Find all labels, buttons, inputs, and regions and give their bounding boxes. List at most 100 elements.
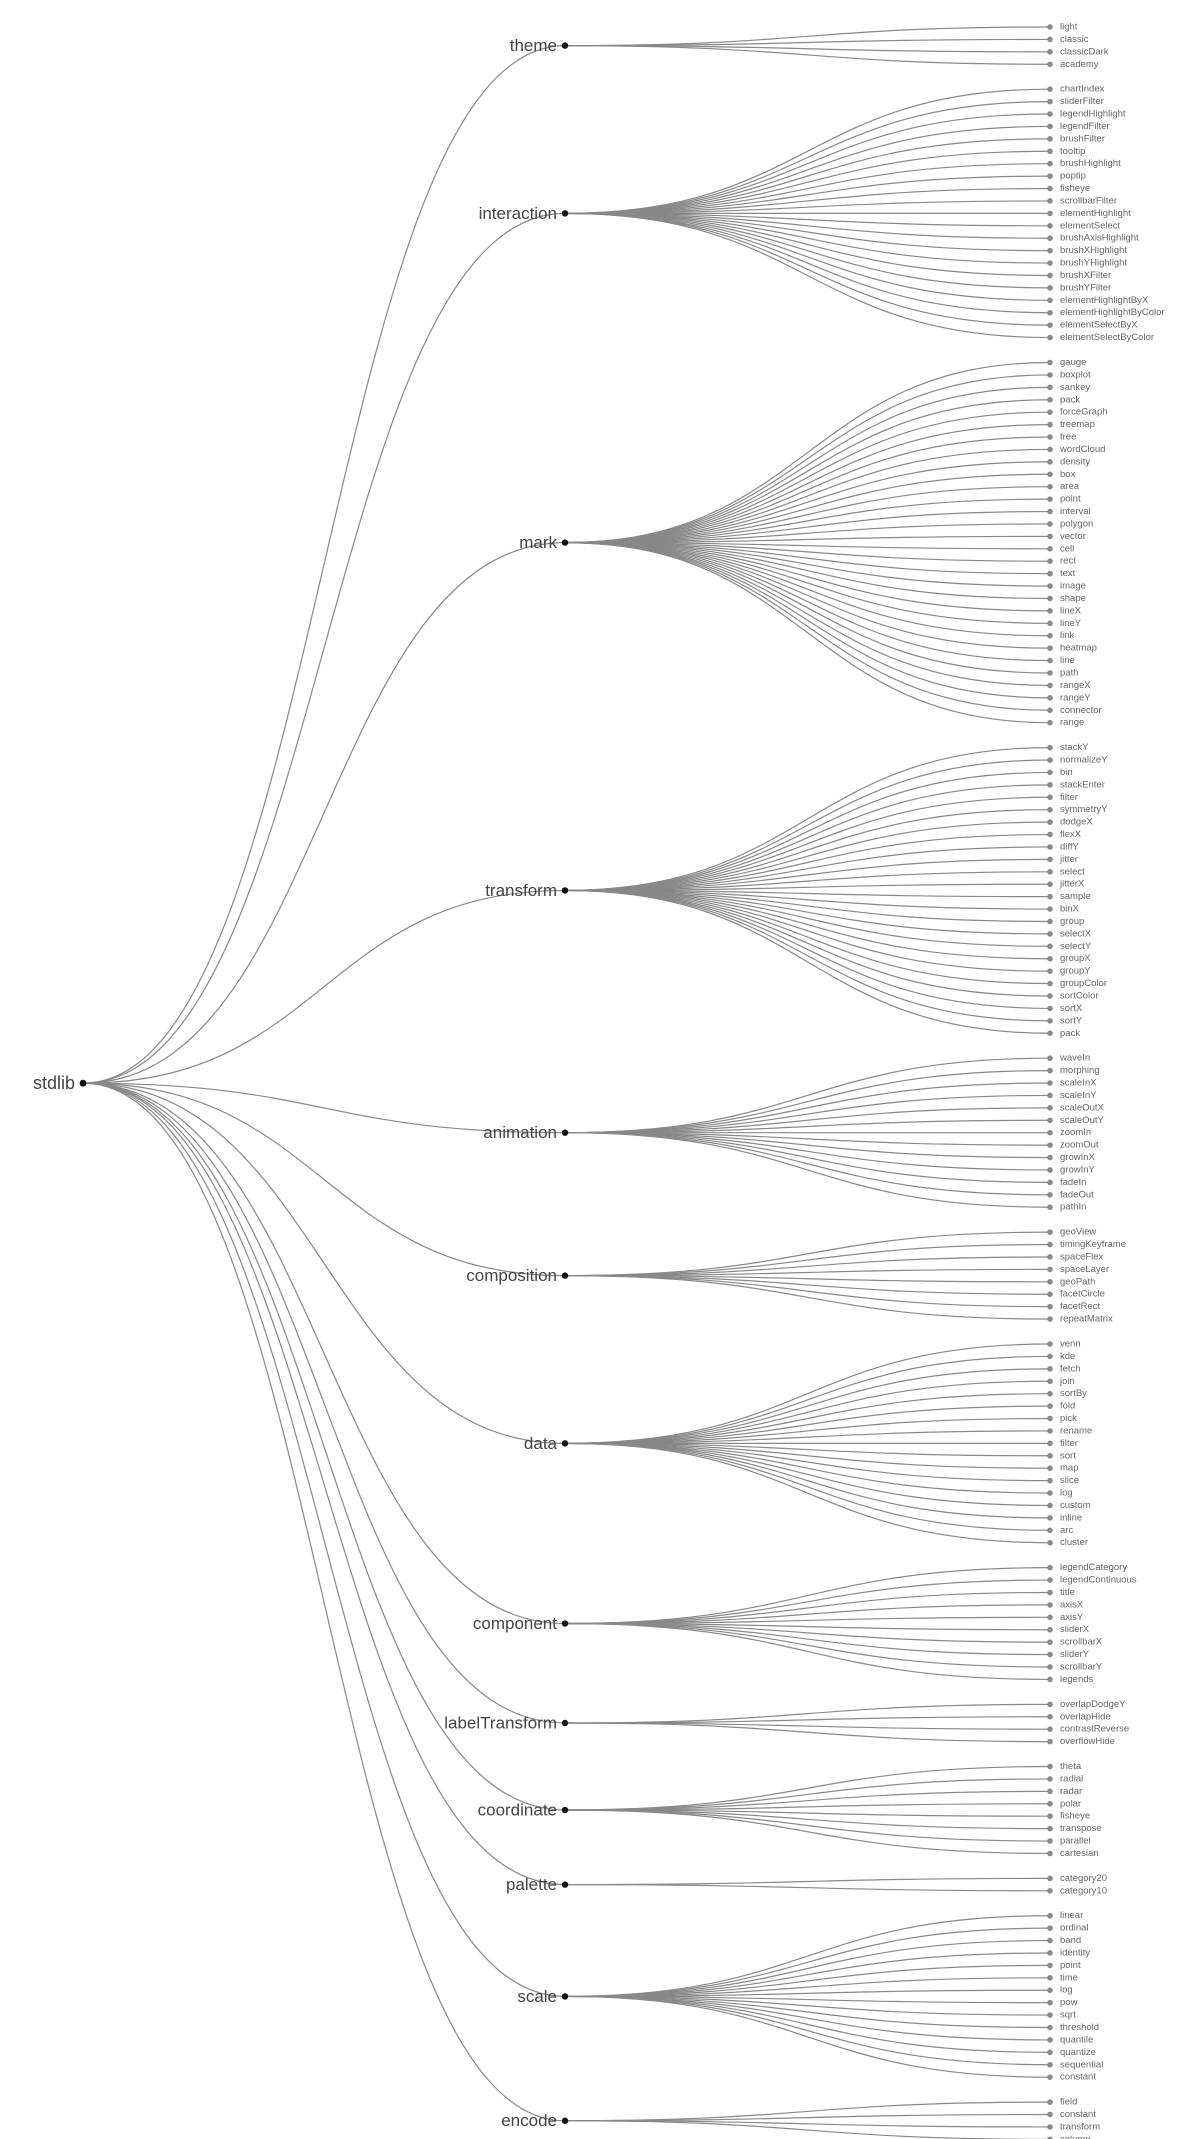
leaf-label-interaction-legend-filter: legendFilter: [1060, 121, 1110, 132]
leaf-dot-component-scrollbar-x: [1047, 1639, 1053, 1645]
link-encode-to-column: [564, 2120, 1051, 2139]
group-label-label-transform: labelTransform: [444, 1713, 557, 1732]
link-scale-to-band: [564, 1939, 1051, 1998]
link-interaction-to-brush-yhighlight: [564, 212, 1051, 264]
leaf-dot-component-legend-continuous: [1047, 1577, 1053, 1583]
leaf-label-mark-connector: connector: [1060, 705, 1102, 716]
group-dot-composition: [561, 1272, 569, 1279]
leaf-dot-encode-transform: [1047, 2124, 1053, 2130]
link-transform-to-symmetry-y: [564, 809, 1051, 892]
link-animation-to-scale-in-x: [564, 1082, 1051, 1134]
leaf-dot-scale-sequential: [1047, 2061, 1053, 2068]
link-mark-to-pack: [564, 399, 1051, 544]
link-interaction-to-legend-highlight: [564, 113, 1051, 214]
leaf-dot-transform-stack-enter: [1047, 782, 1053, 788]
link-component-to-scrollbar-x: [564, 1622, 1051, 1643]
leaf-label-mark-word-cloud: wordCloud: [1059, 444, 1105, 455]
leaf-dot-animation-scale-in-x: [1047, 1080, 1053, 1086]
link-mark-to-tree: [564, 436, 1051, 544]
leaf-dot-mark-area: [1047, 483, 1053, 490]
link-interaction-to-brush-filter: [564, 138, 1051, 214]
group-dot-theme: [561, 42, 569, 49]
link-composition-to-repeat-matrix: [564, 1275, 1051, 1320]
leaf-dot-interaction-legend-highlight: [1047, 111, 1053, 117]
leaf-dot-interaction-element-highlight-by-color: [1047, 309, 1053, 316]
leaf-label-encode-constant: constant: [1060, 2109, 1096, 2120]
link-interaction-to-brush-xfilter: [564, 212, 1051, 277]
leaf-label-interaction-legend-highlight: legendHighlight: [1060, 109, 1126, 120]
leaf-dot-data-map: [1047, 1465, 1053, 1471]
leaf-label-composition-timing-keyframe: timingKeyframe: [1060, 1239, 1126, 1250]
leaf-dot-coordinate-parallel: [1047, 1838, 1053, 1844]
leaf-label-interaction-brush-yhighlight: brushYHighlight: [1060, 258, 1127, 269]
leaf-label-scale-quantile: quantile: [1060, 2034, 1093, 2045]
leaf-dot-scale-linear: [1047, 1912, 1053, 1919]
link-transform-to-sort-y: [564, 889, 1051, 1022]
link-stdlib-to-data: [82, 1082, 566, 1444]
leaf-dot-interaction-fisheye: [1047, 185, 1053, 192]
leaf-dot-data-rename: [1047, 1428, 1053, 1434]
link-animation-to-fade-in: [564, 1132, 1051, 1183]
link-interaction-to-element-select-by-x: [564, 212, 1051, 326]
link-scale-to-sequential: [564, 1995, 1051, 2066]
group-label-mark: mark: [519, 533, 557, 552]
leaf-dot-mark-word-cloud: [1047, 446, 1053, 453]
leaf-dot-mark-density: [1047, 459, 1053, 465]
leaf-dot-scale-identity: [1047, 1950, 1053, 1956]
leaf-label-data-log: log: [1060, 1488, 1073, 1499]
link-transform-to-pack: [564, 889, 1051, 1034]
leaf-label-interaction-tooltip: tooltip: [1060, 146, 1085, 157]
leaf-label-mark-treemap: treemap: [1060, 419, 1095, 430]
leaf-dot-label-transform-overlap-hide: [1047, 1713, 1053, 1720]
leaf-label-scale-identity: identity: [1060, 1947, 1090, 1958]
link-transform-to-flex-x: [564, 833, 1051, 892]
leaf-dot-transform-bin-x: [1047, 906, 1053, 912]
link-mark-to-range-x: [564, 541, 1051, 687]
link-mark-to-path: [564, 541, 1051, 674]
link-interaction-to-legend-filter: [564, 125, 1051, 214]
leaf-label-mark-heatmap: heatmap: [1060, 643, 1097, 654]
leaf-label-transform-bin: bin: [1060, 767, 1073, 778]
leaf-dot-theme-academy: [1047, 61, 1053, 68]
leaf-dot-interaction-element-highlight-by-x: [1047, 297, 1053, 304]
leaf-label-mark-range-x: rangeX: [1060, 680, 1091, 691]
leaf-label-scale-log: log: [1060, 1985, 1073, 1996]
link-mark-to-gauge: [564, 361, 1051, 544]
leaf-dot-composition-space-flex: [1047, 1254, 1053, 1260]
leaf-dot-transform-flex-x: [1047, 831, 1053, 838]
link-component-to-axis-y: [564, 1616, 1051, 1625]
link-data-to-fold: [564, 1405, 1051, 1444]
leaf-dot-animation-scale-out-x: [1047, 1105, 1053, 1111]
group-dot-transform: [561, 887, 569, 894]
leaf-label-animation-path-in: pathIn: [1060, 1202, 1086, 1213]
leaf-dot-composition-repeat-matrix: [1047, 1316, 1053, 1322]
leaf-label-scale-constant: constant: [1060, 2072, 1096, 2083]
group-label-palette: palette: [506, 1875, 557, 1894]
leaf-dot-composition-facet-circle: [1047, 1291, 1053, 1298]
leaf-label-interaction-poptip: poptip: [1060, 171, 1086, 182]
leaf-dot-data-log: [1047, 1490, 1053, 1496]
group-dot-mark: [561, 539, 569, 546]
leaf-dot-animation-grow-in-y: [1047, 1167, 1053, 1173]
link-scale-to-constant: [564, 1995, 1051, 2078]
leaf-dot-mark-range: [1047, 719, 1053, 726]
link-transform-to-sample: [564, 889, 1051, 898]
leaf-label-component-scrollbar-x: scrollbarX: [1060, 1637, 1103, 1648]
leaf-label-interaction-fisheye: fisheye: [1060, 183, 1090, 194]
leaf-label-mark-point: point: [1060, 494, 1081, 505]
leaf-label-transform-select: select: [1060, 866, 1085, 877]
link-animation-to-scale-in-y: [564, 1094, 1051, 1134]
leaf-label-scale-ordinal: ordinal: [1060, 1923, 1089, 1934]
leaf-label-mark-path: path: [1060, 668, 1079, 679]
leaf-label-mark-density: density: [1060, 456, 1090, 467]
group-dot-data: [561, 1440, 569, 1447]
link-data-to-log: [564, 1442, 1051, 1494]
group-dot-component: [561, 1620, 569, 1627]
leaf-label-mark-image: image: [1060, 581, 1086, 592]
leaf-label-interaction-element-highlight-by-color: elementHighlightByColor: [1060, 307, 1165, 318]
link-interaction-to-element-select: [564, 212, 1051, 227]
leaf-label-mark-force-graph: forceGraph: [1060, 407, 1108, 418]
leaf-dot-scale-sqrt: [1047, 2012, 1053, 2018]
leaf-dot-data-arc: [1047, 1527, 1053, 1534]
